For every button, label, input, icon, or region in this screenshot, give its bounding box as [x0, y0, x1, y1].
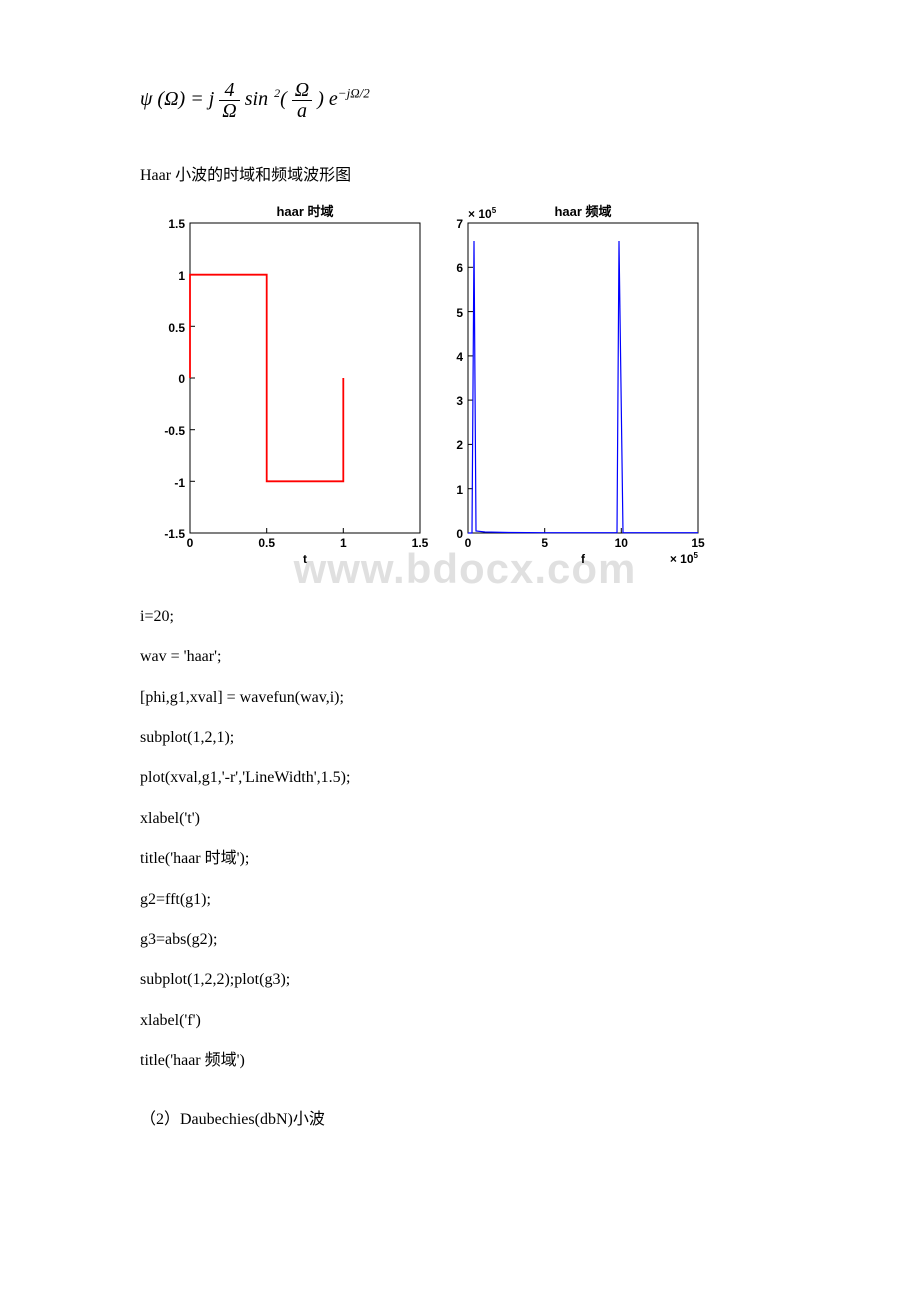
svg-text:0: 0	[456, 527, 463, 541]
svg-text:1.5: 1.5	[412, 536, 429, 550]
svg-text:5: 5	[456, 306, 463, 320]
svg-text:2: 2	[456, 438, 463, 452]
svg-text:3: 3	[456, 394, 463, 408]
svg-text:× 105: × 105	[670, 551, 699, 566]
matlab-code: i=20; wav = 'haar'; [phi,g1,xval] = wave…	[140, 597, 790, 1082]
chart-caption: Haar 小波的时域和频域波形图	[140, 161, 790, 191]
chart-panel: haar 时域 1.5 1 0.5 0 -0.5 -1 -1.5	[140, 201, 790, 582]
code-line: g3=abs(g2);	[140, 920, 790, 960]
code-line: i=20;	[140, 597, 790, 637]
code-line: g2=fft(g1);	[140, 880, 790, 920]
svg-text:7: 7	[456, 217, 463, 231]
svg-text:t: t	[303, 552, 307, 566]
svg-text:haar 时域: haar 时域	[276, 204, 333, 219]
svg-text:1.5: 1.5	[168, 217, 185, 231]
svg-text:0.5: 0.5	[258, 536, 275, 550]
svg-text:f: f	[581, 552, 586, 566]
code-line: xlabel('t')	[140, 799, 790, 839]
svg-text:0: 0	[178, 372, 185, 386]
svg-text:0: 0	[187, 536, 194, 550]
freq-domain-plot: haar 频域 × 105 7 6 5 4 3 2 1 0 0 5 10	[456, 204, 705, 566]
svg-text:-1: -1	[174, 476, 185, 490]
svg-text:× 105: × 105	[468, 206, 497, 221]
svg-text:5: 5	[541, 536, 548, 550]
formula: ψ (Ω) = j 4 Ω sin2( Ω a ) e−jΩ/2	[140, 80, 790, 121]
code-line: title('haar 频域')	[140, 1041, 790, 1081]
code-line: title('haar 时域');	[140, 839, 790, 879]
svg-text:1: 1	[340, 536, 347, 550]
code-line: subplot(1,2,2);plot(g3);	[140, 960, 790, 1000]
svg-text:1: 1	[456, 483, 463, 497]
code-line: plot(xval,g1,'-r','LineWidth',1.5);	[140, 758, 790, 798]
svg-text:haar 频域: haar 频域	[554, 204, 611, 219]
svg-text:4: 4	[456, 350, 463, 364]
code-line: subplot(1,2,1);	[140, 718, 790, 758]
section-2-heading: （2）Daubechies(dbN)小波	[140, 1105, 790, 1135]
code-line: wav = 'haar';	[140, 637, 790, 677]
code-line: xlabel('f')	[140, 1001, 790, 1041]
time-domain-plot: haar 时域 1.5 1 0.5 0 -0.5 -1 -1.5	[164, 204, 428, 566]
svg-text:-1.5: -1.5	[164, 527, 185, 541]
svg-text:-0.5: -0.5	[164, 424, 185, 438]
svg-text:1: 1	[178, 269, 185, 283]
svg-text:0: 0	[465, 536, 472, 550]
svg-text:0.5: 0.5	[168, 321, 185, 335]
svg-text:10: 10	[615, 536, 629, 550]
haar-subplots: haar 时域 1.5 1 0.5 0 -0.5 -1 -1.5	[140, 201, 710, 571]
svg-text:6: 6	[456, 261, 463, 275]
svg-text:15: 15	[691, 536, 705, 550]
code-line: [phi,g1,xval] = wavefun(wav,i);	[140, 678, 790, 718]
